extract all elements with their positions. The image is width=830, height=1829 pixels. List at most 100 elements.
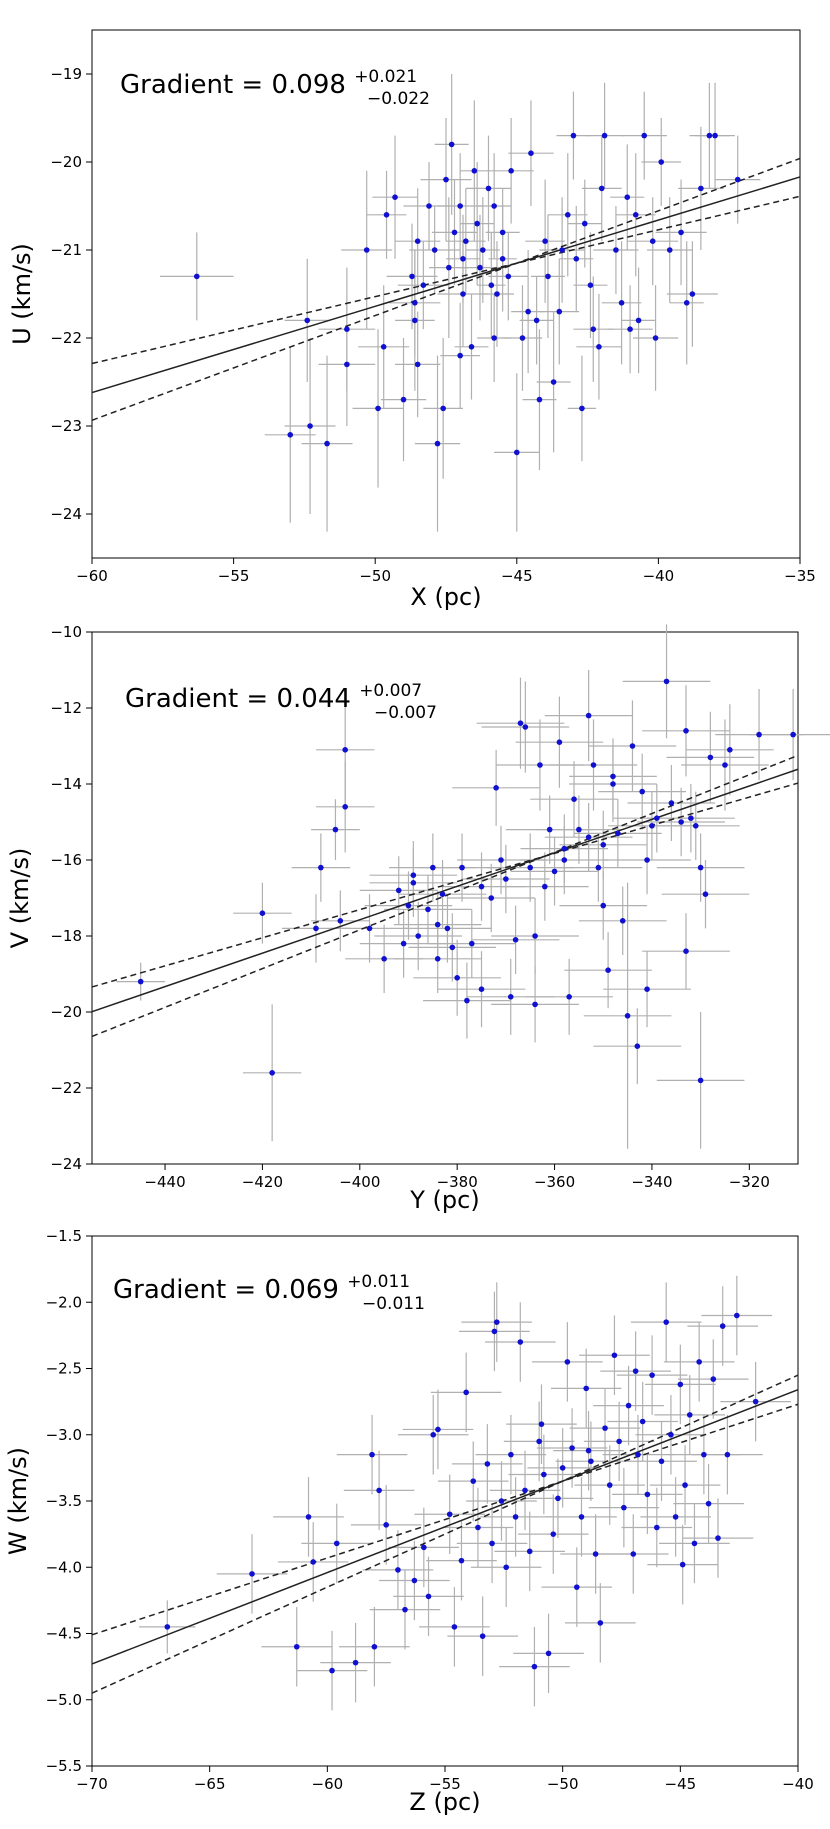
x-tick-label: −60 [76,567,108,585]
data-point [498,857,504,863]
fit-lines [91,754,799,1038]
best-fit-line [91,1389,799,1665]
data-point [531,1663,538,1670]
data-point [307,423,313,429]
data-point [371,1643,378,1650]
data-point [488,282,495,289]
gradient-lower-error: −0.022 [367,89,430,109]
data-point [478,883,485,890]
data-point [579,405,585,412]
data-point [624,1013,631,1019]
x-tick-label: −380 [437,1173,478,1191]
data-point [678,229,684,236]
data-point [658,159,665,165]
data-point [542,238,548,244]
y-tick-label: −2.0 [46,1293,82,1311]
data-point [701,1451,707,1458]
data-point [559,1465,566,1471]
data-point [383,1522,389,1528]
data-point [344,326,350,333]
y-tick-label: −2.5 [46,1360,82,1378]
data-point [686,1412,693,1418]
data-point [682,1482,688,1488]
gradient-value: Gradient = 0.044 [125,684,351,714]
data-point [470,1478,477,1484]
data-point [468,344,475,350]
data-point [440,405,446,412]
x-tick-label: −35 [784,567,816,585]
data-point [528,150,534,156]
y-tick-label: −24 [50,1155,82,1173]
data-point [576,826,582,833]
data-point [512,1514,519,1520]
data-point [415,933,422,939]
data-point [164,1624,171,1630]
data-point [457,352,463,359]
data-point [658,1458,665,1465]
data-point [618,300,625,306]
data-point [629,743,636,749]
data-point [546,826,553,833]
data-point [463,1389,469,1396]
data-point [639,788,645,795]
data-point [249,1571,255,1577]
data-point [588,1458,594,1465]
x-tick-label: −340 [631,1173,672,1191]
data-point [619,918,626,924]
data-point [678,819,684,825]
data-point [570,132,577,139]
gradient-upper-error: +0.007 [359,681,422,701]
data-point [689,291,696,297]
data-point [508,168,514,174]
x-axis-label: X (pc) [410,583,481,611]
data-point [410,880,417,886]
y-tick-label: −20 [50,153,82,171]
data-point [585,712,592,719]
data-point [446,1511,453,1518]
data-point [395,887,402,894]
lower-bound-line [91,782,799,988]
data-point [542,883,548,890]
data-point [484,1461,491,1467]
panel-v-vs-y: −440 −420 −400 −380 −360 −340 −320 −10−12−14−1… [6,623,830,1214]
data-points [164,1312,759,1674]
data-point [489,1540,495,1547]
x-tick-label: −60 [312,1775,344,1793]
data-point [600,842,607,848]
data-point [649,823,655,829]
data-point [324,440,330,447]
data-point [625,1402,632,1409]
data-point [494,291,500,297]
data-point [697,864,704,871]
data-point [706,132,713,139]
data-point [550,379,557,385]
best-fit-line [91,768,799,1013]
plot-frame [91,1235,799,1767]
data-point [434,440,441,447]
data-point [366,925,373,932]
data-point [332,826,339,833]
data-point [381,956,387,962]
data-point [663,678,670,685]
data-point [756,731,762,738]
x-ticks: −60 −55 −50 −45 −40 −35 [76,558,816,585]
x-tick-label: −50 [359,567,391,585]
data-point [434,921,441,928]
data-point [392,194,398,200]
data-point [683,948,689,954]
x-tick-label: −400 [339,1173,380,1191]
data-point [691,1540,698,1547]
data-point [512,937,519,943]
gradient-lower-error: −0.007 [374,703,437,723]
data-point [507,994,514,1000]
data-point [652,335,659,341]
data-point [710,1376,717,1382]
data-point [503,876,509,882]
data-point [471,168,478,174]
data-point [654,815,660,821]
data-point [536,1438,542,1445]
data-point [474,220,480,227]
data-point [615,830,621,837]
data-point [420,282,427,289]
y-axis-label: U (km/s) [8,243,36,345]
